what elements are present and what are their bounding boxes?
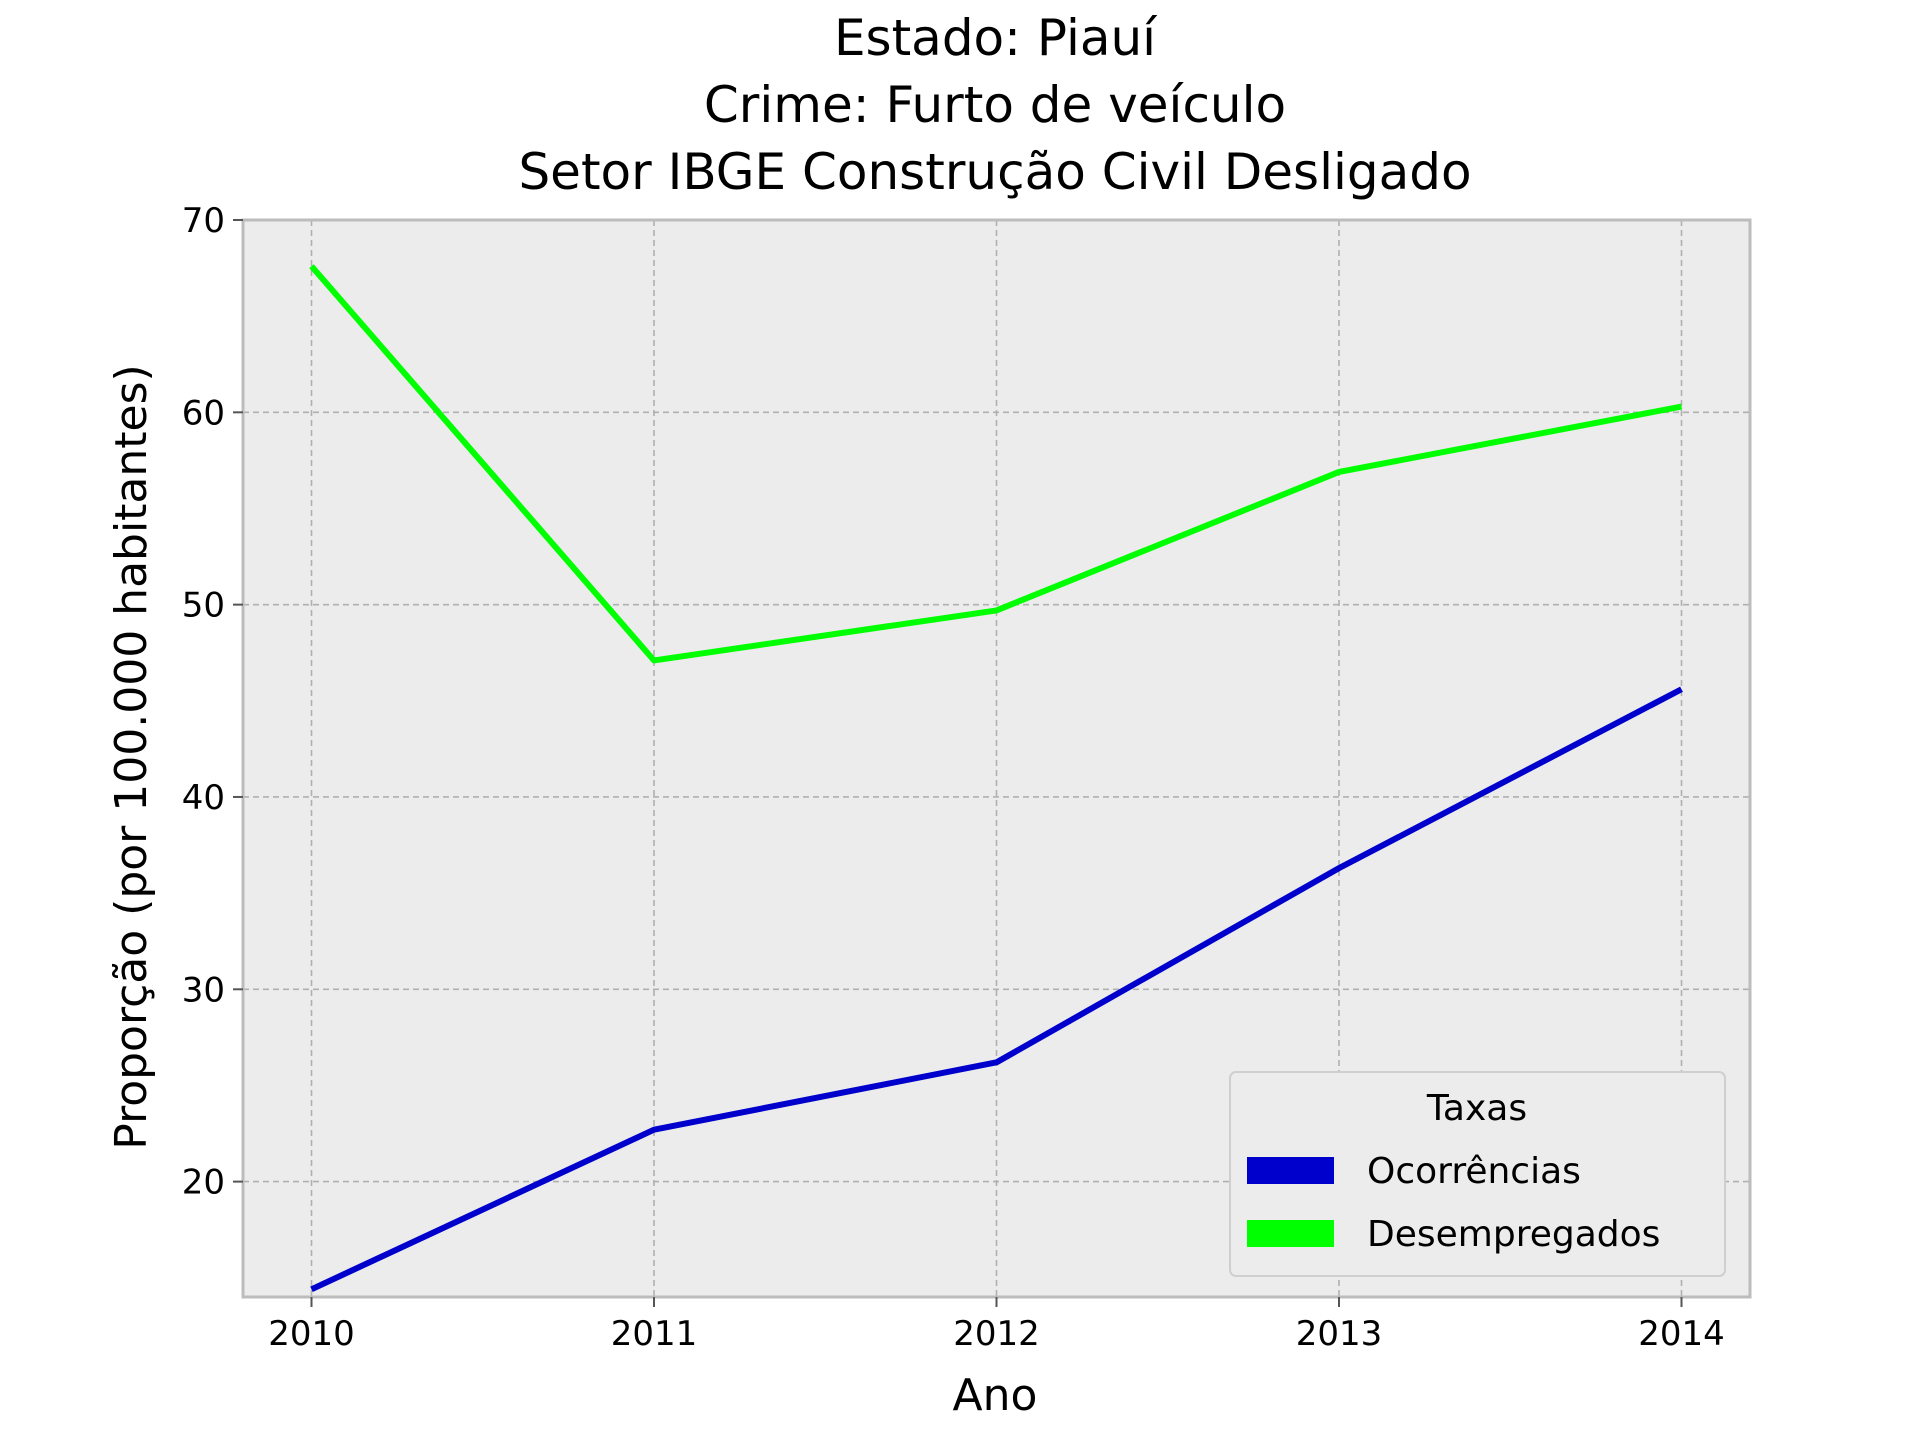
x-tick-label: 2014	[1638, 1314, 1725, 1354]
legend-swatch-ocorrencias	[1247, 1157, 1334, 1184]
y-tick-label: 30	[182, 970, 225, 1010]
y-tick-label: 50	[182, 586, 225, 626]
axis-ticks: 2010 2011 2012 2013 2014 20 30 40 50 60 70	[182, 201, 1725, 1354]
title-line-2: Crime: Furto de veículo	[704, 76, 1286, 134]
title-line-3: Setor IBGE Construção Civil Desligado	[518, 143, 1471, 201]
y-axis-label: Proporção (por 100.000 habitantes)	[106, 364, 157, 1149]
y-tick-label: 70	[182, 201, 225, 241]
series-line-ocorrencias	[310, 686, 1683, 1293]
x-axis-label: Ano	[953, 1370, 1038, 1421]
chart-title: Estado: Piauí Crime: Furto de veículo Se…	[518, 9, 1471, 201]
legend-box	[1229, 1071, 1726, 1277]
y-tick-label: 40	[182, 778, 225, 818]
x-tick-label: 2011	[611, 1314, 698, 1354]
x-tick-label: 2010	[268, 1314, 355, 1354]
legend-label-desempregados: Desempregados	[1367, 1214, 1660, 1255]
legend-label-ocorrencias: Ocorrências	[1367, 1151, 1581, 1192]
x-tick-label: 2013	[1296, 1314, 1383, 1354]
series-lines	[309, 264, 1683, 1293]
y-tick-label: 20	[182, 1163, 225, 1203]
y-tick-label: 60	[182, 393, 225, 433]
legend-swatch-desempregados	[1247, 1220, 1334, 1247]
x-tick-label: 2012	[953, 1314, 1040, 1354]
legend: Taxas Ocorrências Desempregados	[1229, 1071, 1726, 1277]
series-line-desempregados	[309, 264, 1683, 664]
title-line-1: Estado: Piauí	[834, 9, 1158, 67]
legend-title: Taxas	[1426, 1088, 1527, 1129]
